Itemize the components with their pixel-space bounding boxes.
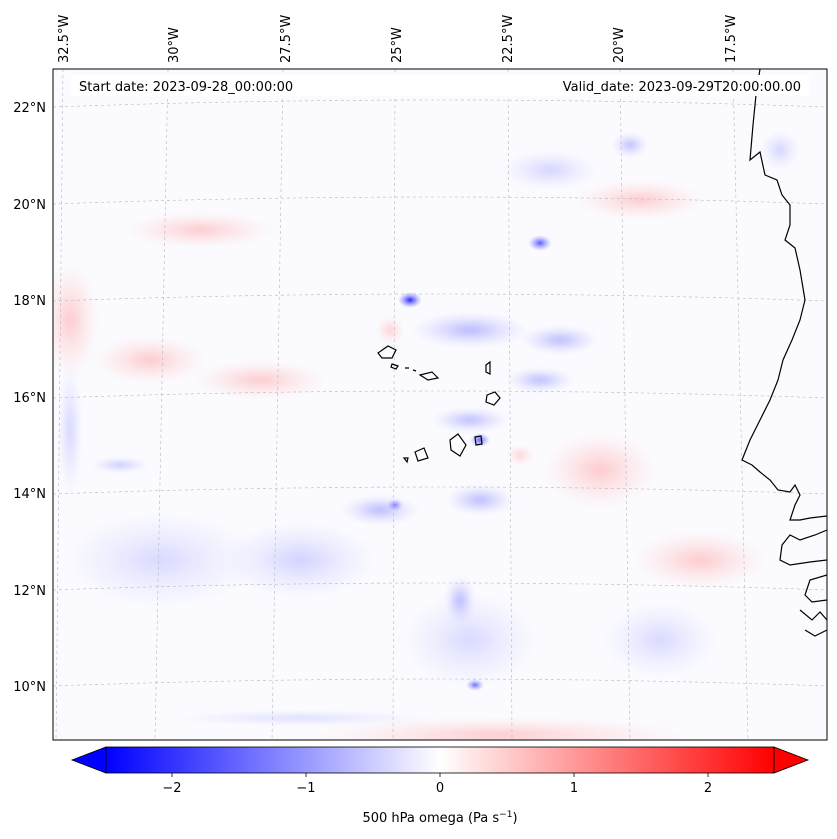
lat-label: 16°N <box>13 391 46 406</box>
valid-date-label: Valid_date: 2023-09-29T20:00:00.00 <box>563 80 801 95</box>
colorbar-gradient <box>106 747 774 773</box>
lat-label: 14°N <box>13 487 46 502</box>
africa-coastline-south <box>779 529 827 637</box>
colorbar-tick-label: 0 <box>436 781 444 796</box>
date-header-band <box>71 75 809 96</box>
lat-label: 10°N <box>13 680 46 695</box>
latitude-labels: 22°N 20°N 18°N 16°N 14°N 12°N 10°N <box>13 101 46 695</box>
colorbar-label-close: ) <box>512 811 517 826</box>
start-date-label: Start date: 2023-09-28_00:00:00 <box>79 80 293 95</box>
graticule <box>53 69 827 740</box>
longitude-labels: 32.5°W 30°W 27.5°W 25°W 22.5°W 20°W 17.5… <box>57 15 739 63</box>
lon-label: 20°W <box>612 27 627 63</box>
colorbar-tick-label: −2 <box>162 781 181 796</box>
cape-verde-islands <box>377 345 501 464</box>
colorbar-label: 500 hPa omega (Pa s−1) <box>362 810 517 826</box>
colorbar-label-main: 500 hPa omega (Pa s <box>362 811 499 826</box>
africa-coastline <box>741 69 827 521</box>
omega-field <box>53 69 827 740</box>
lon-label: 30°W <box>167 27 182 63</box>
lat-label: 12°N <box>13 584 46 599</box>
colorbar-high-extend <box>773 746 810 774</box>
colorbar-low-extend <box>70 746 107 774</box>
lon-label: 17.5°W <box>724 15 739 63</box>
lon-label: 25°W <box>390 27 405 63</box>
colorbar: −2 −1 0 1 2 500 hPa omega (Pa s−1) <box>70 746 810 826</box>
lat-label: 18°N <box>13 294 46 309</box>
colorbar-tick-label: 2 <box>704 781 712 796</box>
lat-label: 22°N <box>13 101 46 116</box>
colorbar-tick-label: −1 <box>296 781 315 796</box>
colorbar-label-exponent: −1 <box>499 810 512 820</box>
lat-label: 20°N <box>13 198 46 213</box>
map-panel: Start date: 2023-09-28_00:00:00 Valid_da… <box>52 68 828 741</box>
colorbar-tick-label: 1 <box>570 781 578 796</box>
map-frame <box>52 68 828 741</box>
lon-label: 32.5°W <box>57 15 72 63</box>
lon-label: 22.5°W <box>501 15 516 63</box>
lon-label: 27.5°W <box>279 15 294 63</box>
